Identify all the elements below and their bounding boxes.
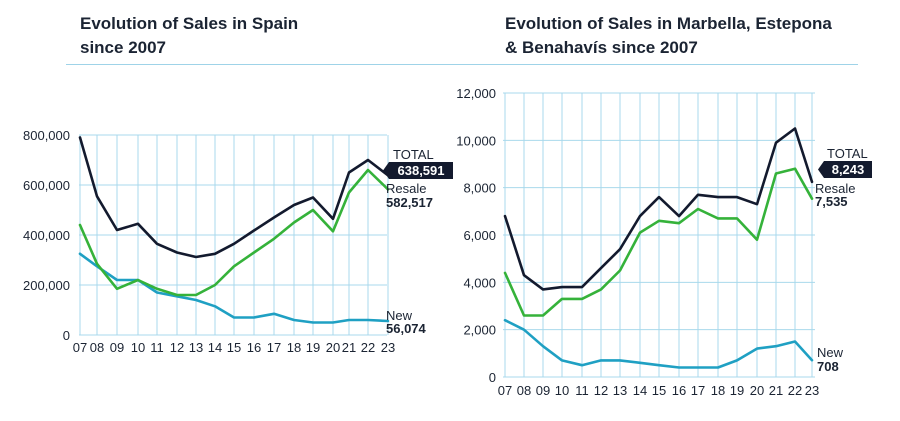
chart-2-ytick-label: 0: [489, 370, 496, 385]
chart-1-xtick-label: 15: [227, 340, 241, 355]
chart-2-xtick-label: 07: [498, 383, 512, 398]
chart-2-xtick-label: 09: [536, 383, 550, 398]
chart-1-xtick-label: 23: [381, 340, 395, 355]
chart-2-xtick-label: 21: [769, 383, 783, 398]
chart-2-ytick-label: 10,000: [456, 133, 496, 148]
chart-1-series-new: [78, 252, 390, 324]
chart-1-xtick-label: 11: [150, 340, 164, 355]
chart-1-total-badge: [389, 162, 453, 179]
chart-2-title-line2: & Benahavís since 2007: [505, 38, 698, 57]
chart-1-resale-name: Resale: [386, 181, 426, 196]
chart-1-total-name: TOTAL: [393, 147, 434, 162]
chart-1-series-resale: [78, 168, 390, 297]
chart-1-xtick-label: 07: [73, 340, 87, 355]
chart-1-ytick-label: 600,000: [23, 178, 70, 193]
chart-2-xtick-label: 16: [672, 383, 686, 398]
chart-1-new-value: 56,074: [386, 321, 427, 336]
chart-1-xtick-label: 12: [170, 340, 184, 355]
chart-1-ytick-label: 400,000: [23, 228, 70, 243]
chart-1-xtick-label: 08: [90, 340, 104, 355]
chart-1-xtick-label: 18: [287, 340, 301, 355]
chart-1-total-badge-pointer: [383, 162, 389, 179]
chart-2-xtick-label: 18: [711, 383, 725, 398]
chart-1-xtick-label: 10: [131, 340, 145, 355]
chart-1-xtick-label: 17: [267, 340, 281, 355]
chart-2-ytick-label: 2,000: [463, 323, 496, 338]
chart-2-series-total: [503, 127, 814, 291]
chart-1-xtick-label: 13: [189, 340, 203, 355]
chart-2-xtick-label: 15: [652, 383, 666, 398]
chart-2-series-resale: [503, 167, 814, 317]
chart-2-xtick-label: 19: [730, 383, 744, 398]
chart-2-new-value: 708: [817, 359, 839, 374]
chart-2-resale-name: Resale: [815, 181, 855, 196]
chart-2-title-line1: Evolution of Sales in Marbella, Estepona: [505, 14, 832, 33]
chart-1-ytick-label: 200,000: [23, 278, 70, 293]
title-divider: [66, 64, 858, 65]
chart-1-title-line1: Evolution of Sales in Spain: [80, 14, 299, 33]
chart-2-xtick-label: 17: [691, 383, 705, 398]
chart-2-ytick-label: 8,000: [463, 181, 496, 196]
chart-2-xtick-label: 12: [594, 383, 608, 398]
chart-2-xtick-label: 22: [788, 383, 802, 398]
chart-1-xtick-label: 14: [208, 340, 222, 355]
chart-1-ytick-label: 0: [63, 328, 70, 343]
chart-1-total-value: 638,591: [398, 163, 445, 178]
chart-2-total-badge: [824, 161, 872, 178]
chart-2-total-badge-pointer: [818, 161, 824, 178]
chart-2-ytick-label: 4,000: [463, 275, 496, 290]
chart-1-xtick-label: 19: [306, 340, 320, 355]
chart-1-xtick-label: 22: [361, 340, 375, 355]
chart-2-series-new: [503, 318, 814, 369]
chart-1-xtick-label: 20: [326, 340, 340, 355]
chart-2-xtick-label: 08: [517, 383, 531, 398]
chart-1-new-name: New: [386, 308, 413, 323]
chart-2-ytick-label: 6,000: [463, 228, 496, 243]
chart-2-xtick-label: 13: [613, 383, 627, 398]
chart-2-resale-value: 7,535: [815, 194, 848, 209]
chart-2-xtick-label: 11: [575, 383, 589, 398]
chart-1-xtick-label: 16: [247, 340, 261, 355]
chart-1-title-line2: since 2007: [80, 38, 167, 57]
chart-2-total-name: TOTAL: [827, 146, 868, 161]
chart-2-xtick-label: 20: [750, 383, 764, 398]
chart-1-xtick-label: 21: [342, 340, 356, 355]
chart-2-total-value: 8,243: [832, 162, 865, 177]
chart-2-title: Evolution of Sales in Marbella, Estepona…: [505, 12, 832, 60]
chart-2-xtick-label: 14: [633, 383, 647, 398]
chart-1-resale-value: 582,517: [386, 195, 433, 210]
chart-2-new-name: New: [817, 345, 844, 360]
chart-2-xtick-label: 23: [805, 383, 819, 398]
chart-1-series-total: [78, 136, 390, 259]
chart-1-xtick-label: 09: [110, 340, 124, 355]
chart-1-ytick-label: 800,000: [23, 128, 70, 143]
chart-2-ytick-label: 12,000: [456, 86, 496, 101]
chart-1-title: Evolution of Sales in Spain since 2007: [80, 12, 298, 60]
chart-2-xtick-label: 10: [555, 383, 569, 398]
